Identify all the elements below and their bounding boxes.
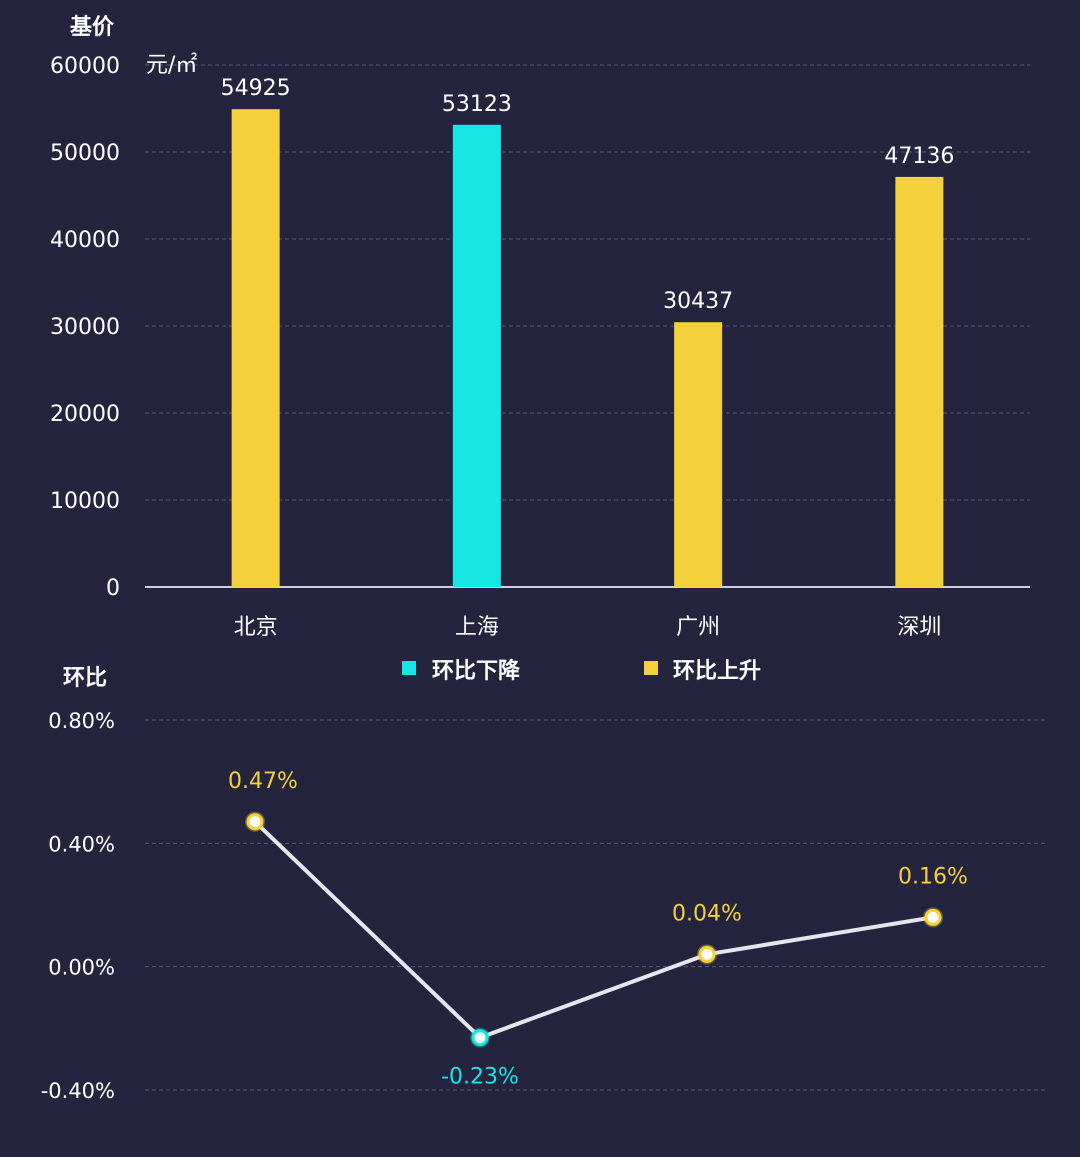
line-chart-title: 环比 bbox=[63, 666, 107, 691]
bar-2 bbox=[452, 124, 501, 588]
bar-3 bbox=[674, 322, 723, 587]
bar-y-tick-label: 50000 bbox=[50, 141, 120, 166]
bar-value-label: 47136 bbox=[884, 144, 954, 169]
line-y-tick-label: 0.40% bbox=[48, 832, 115, 856]
line-point-3 bbox=[698, 945, 716, 963]
bar-chart-title: 基价 bbox=[70, 15, 115, 40]
line-value-label: 0.47% bbox=[228, 769, 298, 794]
bar-x-tick-label: 上海 bbox=[455, 615, 499, 640]
grid-layer bbox=[145, 64, 1045, 1091]
bar-y-tick-label: 40000 bbox=[50, 228, 120, 253]
line-y-tick-label: 0.80% bbox=[48, 709, 115, 733]
legend-swatch-rise bbox=[644, 661, 658, 675]
bar-chart-unit: 元/㎡ bbox=[146, 52, 197, 78]
bar-x-tick-label: 深圳 bbox=[897, 615, 941, 640]
line-layer: -0.40% 0.00% 0.40% 0.80% 0.47% -0.23% 0.04% 0.1… bbox=[41, 709, 968, 1103]
bar-layer: 0 10000 20000 30000 40000 50000 60000 54925 北京 53… bbox=[50, 54, 1030, 640]
bar-4 bbox=[895, 176, 944, 587]
line-value-label: -0.23% bbox=[441, 1065, 519, 1090]
bar-y-tick-label: 60000 bbox=[50, 54, 120, 79]
line-point-2 bbox=[471, 1029, 489, 1047]
legend: 环比下降 环比上升 bbox=[402, 659, 761, 684]
bar-1 bbox=[231, 109, 280, 587]
line-value-label: 0.16% bbox=[898, 864, 968, 889]
bar-y-tick-label: 10000 bbox=[50, 489, 120, 514]
legend-label-rise: 环比上升 bbox=[673, 659, 761, 684]
line-y-tick-label: -0.40% bbox=[41, 1079, 115, 1103]
bar-value-label: 30437 bbox=[663, 289, 733, 314]
bar-x-tick-label: 广州 bbox=[676, 615, 720, 640]
legend-swatch-fall bbox=[402, 661, 416, 675]
bar-y-tick-label: 30000 bbox=[50, 315, 120, 340]
legend-label-fall: 环比下降 bbox=[432, 659, 521, 684]
line-point-1 bbox=[246, 813, 264, 831]
line-series bbox=[253, 820, 934, 1040]
line-point-4 bbox=[924, 908, 942, 926]
bar-x-tick-label: 北京 bbox=[234, 615, 278, 640]
line-y-tick-label: 0.00% bbox=[48, 956, 115, 980]
bar-y-tick-label: 0 bbox=[106, 576, 120, 601]
line-value-label: 0.04% bbox=[672, 901, 742, 926]
bar-value-label: 53123 bbox=[442, 92, 512, 117]
bar-value-label: 54925 bbox=[221, 76, 291, 101]
bar-y-tick-label: 20000 bbox=[50, 402, 120, 427]
